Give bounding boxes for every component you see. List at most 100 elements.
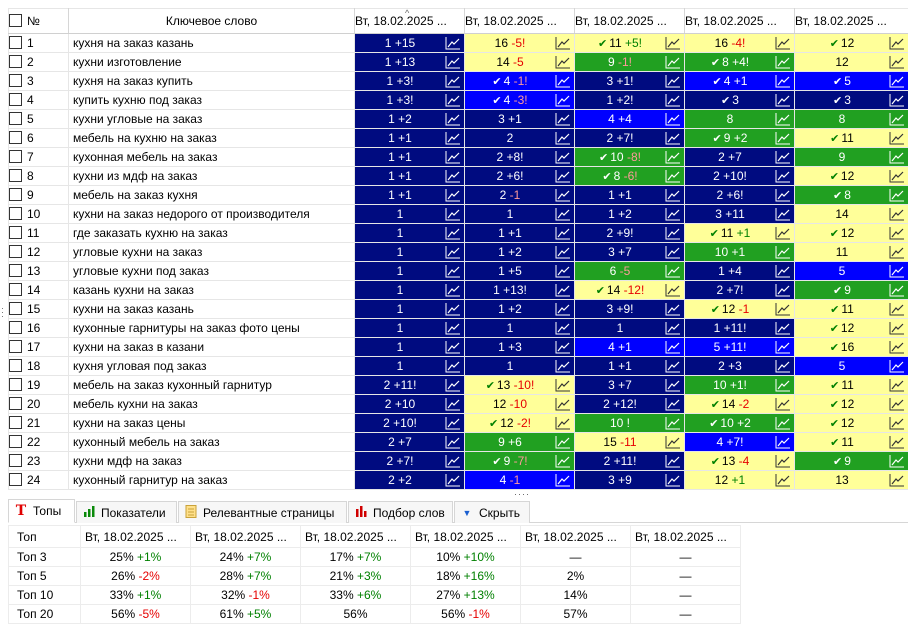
keyword-cell[interactable]: угловые кухни под заказ bbox=[68, 261, 355, 281]
keyword-cell[interactable]: кухни на заказ цены bbox=[68, 413, 355, 433]
position-cell[interactable]: 1 +2 bbox=[464, 299, 575, 319]
trend-chart-icon[interactable] bbox=[445, 302, 461, 316]
position-cell[interactable]: 2 +6! bbox=[684, 185, 795, 205]
position-cell[interactable]: 1 bbox=[464, 318, 575, 338]
position-cell[interactable]: 1 +1 bbox=[354, 147, 465, 167]
position-cell[interactable]: ✔ 10 -8! bbox=[574, 147, 685, 167]
trend-chart-icon[interactable] bbox=[445, 245, 461, 259]
position-cell[interactable]: 2 +6! bbox=[464, 166, 575, 186]
trend-chart-icon[interactable] bbox=[445, 226, 461, 240]
keyword-cell[interactable]: кухни из мдф на заказ bbox=[68, 166, 355, 186]
trend-chart-icon[interactable] bbox=[775, 473, 791, 487]
position-cell[interactable]: ✔ 11 bbox=[794, 299, 908, 319]
position-cell[interactable]: 9 +6 bbox=[464, 432, 575, 452]
trend-chart-icon[interactable] bbox=[775, 378, 791, 392]
position-cell[interactable]: 2 +7 bbox=[684, 147, 795, 167]
trend-chart-icon[interactable] bbox=[775, 302, 791, 316]
trend-chart-icon[interactable] bbox=[775, 245, 791, 259]
table-row[interactable]: 12 угловые кухни на заказ 1 1 +2 3 +7 10 +1 11 bbox=[8, 242, 908, 262]
trend-chart-icon[interactable] bbox=[665, 112, 681, 126]
position-cell[interactable]: 2 +9! bbox=[574, 223, 685, 243]
trend-chart-icon[interactable] bbox=[775, 416, 791, 430]
row-checkbox[interactable] bbox=[9, 112, 22, 125]
position-cell[interactable]: ✔ 12 bbox=[794, 223, 908, 243]
stats-row[interactable]: Топ 10 33% +1% 32% -1% 33% +6% 27% +13% 14% — bbox=[8, 585, 741, 605]
trend-chart-icon[interactable] bbox=[555, 397, 571, 411]
row-number-cell[interactable]: 10 bbox=[8, 204, 69, 224]
position-cell[interactable]: 4 +4 bbox=[574, 109, 685, 129]
row-number-cell[interactable]: 12 bbox=[8, 242, 69, 262]
trend-chart-icon[interactable] bbox=[555, 188, 571, 202]
trend-chart-icon[interactable] bbox=[665, 150, 681, 164]
trend-chart-icon[interactable] bbox=[665, 264, 681, 278]
table-row[interactable]: 3 кухня на заказ купить 1 +3! ✔ 4 -1! 3 +1! ✔ 4… bbox=[8, 71, 908, 91]
row-checkbox[interactable] bbox=[9, 74, 22, 87]
position-cell[interactable]: ✔ 9 bbox=[794, 451, 908, 471]
tab-document[interactable]: Релевантные страницы bbox=[178, 501, 347, 523]
position-cell[interactable]: 2 +12! bbox=[574, 394, 685, 414]
trend-chart-icon[interactable] bbox=[445, 74, 461, 88]
position-cell[interactable]: 1 bbox=[574, 318, 685, 338]
row-number-cell[interactable]: 4 bbox=[8, 90, 69, 110]
column-header-number[interactable]: № bbox=[8, 8, 69, 34]
row-number-cell[interactable]: 16 bbox=[8, 318, 69, 338]
keyword-cell[interactable]: где заказать кухню на заказ bbox=[68, 223, 355, 243]
keyword-cell[interactable]: кухня на заказ купить bbox=[68, 71, 355, 91]
trend-chart-icon[interactable] bbox=[555, 131, 571, 145]
column-header-keyword[interactable]: Ключевое слово bbox=[68, 8, 355, 34]
trend-chart-icon[interactable] bbox=[555, 435, 571, 449]
position-cell[interactable]: 9 bbox=[794, 147, 908, 167]
trend-chart-icon[interactable] bbox=[445, 321, 461, 335]
row-checkbox[interactable] bbox=[9, 378, 22, 391]
row-number-cell[interactable]: 19 bbox=[8, 375, 69, 395]
position-cell[interactable]: ✔ 9 bbox=[794, 280, 908, 300]
row-checkbox[interactable] bbox=[9, 226, 22, 239]
trend-chart-icon[interactable] bbox=[665, 378, 681, 392]
position-cell[interactable]: 1 +1 bbox=[574, 356, 685, 376]
trend-chart-icon[interactable] bbox=[889, 340, 905, 354]
position-cell[interactable]: 1 +15 bbox=[354, 33, 465, 53]
trend-chart-icon[interactable] bbox=[889, 93, 905, 107]
row-number-cell[interactable]: 13 bbox=[8, 261, 69, 281]
position-cell[interactable]: 1 bbox=[354, 242, 465, 262]
keyword-cell[interactable]: кухни угловые на заказ bbox=[68, 109, 355, 129]
trend-chart-icon[interactable] bbox=[775, 264, 791, 278]
keyword-cell[interactable]: кухонный мебель на заказ bbox=[68, 432, 355, 452]
column-header-date-5[interactable]: Вт, 18.02.2025 ... bbox=[794, 8, 908, 34]
position-cell[interactable]: 1 +2! bbox=[574, 90, 685, 110]
table-row[interactable]: 5 кухни угловые на заказ 1 +2 3 +1 4 +4 8 8 bbox=[8, 109, 908, 129]
stats-row[interactable]: Топ 3 25% +1% 24% +7% 17% +7% 10% +10% — — bbox=[8, 547, 741, 567]
trend-chart-icon[interactable] bbox=[445, 112, 461, 126]
position-cell[interactable]: ✔ 11 bbox=[794, 128, 908, 148]
row-number-cell[interactable]: 23 bbox=[8, 451, 69, 471]
trend-chart-icon[interactable] bbox=[665, 55, 681, 69]
position-cell[interactable]: 1 bbox=[354, 204, 465, 224]
table-row[interactable]: 18 кухня угловая под заказ 1 1 1 +1 2 +3 5 bbox=[8, 356, 908, 376]
position-cell[interactable]: 1 +1 bbox=[354, 185, 465, 205]
position-cell[interactable]: ✔ 4 -1! bbox=[464, 71, 575, 91]
position-cell[interactable]: ✔ 16 bbox=[794, 337, 908, 357]
column-header-date-2[interactable]: Вт, 18.02.2025 ... bbox=[464, 8, 575, 34]
keyword-cell[interactable]: кухонные гарнитуры на заказ фото цены bbox=[68, 318, 355, 338]
position-cell[interactable]: 9 -1! bbox=[574, 52, 685, 72]
trend-chart-icon[interactable] bbox=[555, 416, 571, 430]
keyword-cell[interactable]: казань кухни на заказ bbox=[68, 280, 355, 300]
position-cell[interactable]: 1 bbox=[354, 223, 465, 243]
position-cell[interactable]: 14 -5 bbox=[464, 52, 575, 72]
trend-chart-icon[interactable] bbox=[889, 283, 905, 297]
trend-chart-icon[interactable] bbox=[775, 226, 791, 240]
position-cell[interactable]: 6 -5 bbox=[574, 261, 685, 281]
position-cell[interactable]: 1 bbox=[464, 356, 575, 376]
trend-chart-icon[interactable] bbox=[665, 416, 681, 430]
trend-chart-icon[interactable] bbox=[555, 302, 571, 316]
position-cell[interactable]: 1 bbox=[354, 261, 465, 281]
position-cell[interactable]: ✔ 11 bbox=[794, 432, 908, 452]
trend-chart-icon[interactable] bbox=[775, 435, 791, 449]
trend-chart-icon[interactable] bbox=[445, 131, 461, 145]
table-row[interactable]: 16 кухонные гарнитуры на заказ фото цены 1… bbox=[8, 318, 908, 338]
trend-chart-icon[interactable] bbox=[889, 169, 905, 183]
row-number-cell[interactable]: 8 bbox=[8, 166, 69, 186]
row-checkbox[interactable] bbox=[9, 397, 22, 410]
position-cell[interactable]: ✔ 3 bbox=[794, 90, 908, 110]
position-cell[interactable]: ✔ 10 +2 bbox=[684, 413, 795, 433]
